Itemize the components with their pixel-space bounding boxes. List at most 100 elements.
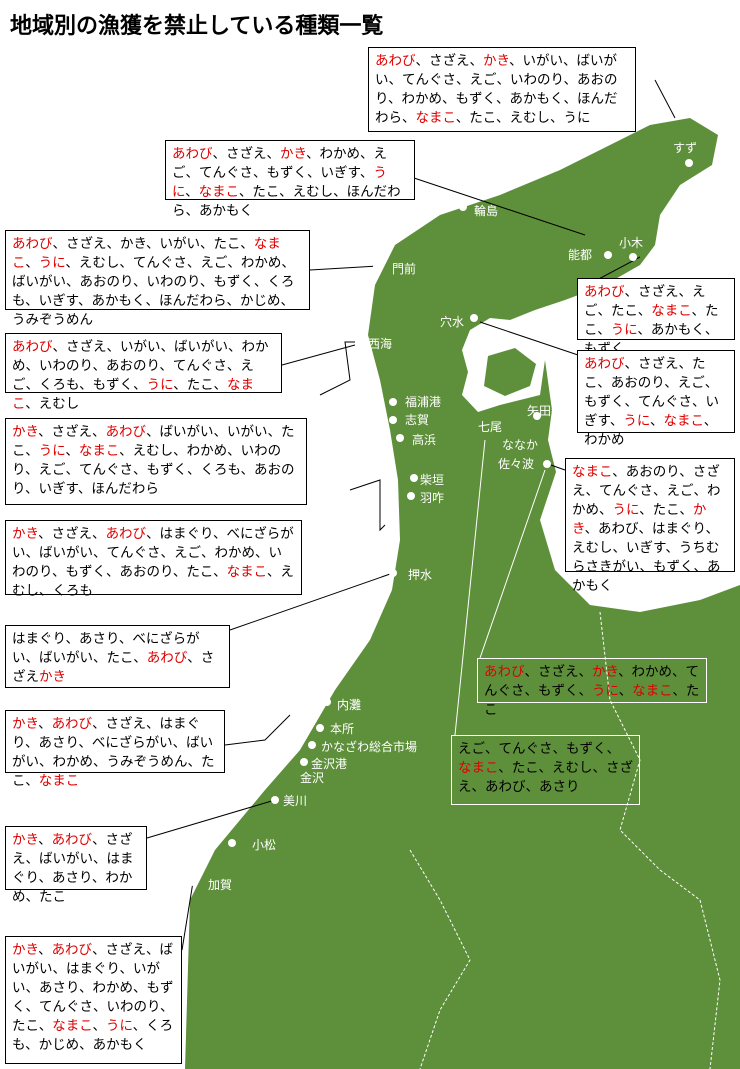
species-highlight: あわび [484,664,525,679]
species-highlight: うに [172,165,387,199]
species-box: あわび、さざえ、えご、たこ、なまこ、たこ、うに、あかもく、もずく [577,278,735,356]
place-dot [323,698,331,706]
species-box: かき、さざえ、あわび、ばいがい、いがい、たこ、うに、なまこ、えむし、わかめ、いわ… [5,418,307,505]
species-text: 、さざえ、ばいがい、はまぐり、あさり、わかめ、たこ [12,832,134,904]
species-box: なまこ、あおのり、さざえ、てんぐさ、えご、わかめ、うに、たこ、かき、あわび、はま… [565,458,735,593]
species-text: 、 [38,942,52,957]
species-highlight: なまこ [38,773,80,788]
species-text: 、 [38,832,52,847]
place-label: 柴垣 [420,473,445,487]
species-text: 、はまぐり、べにざらがい、ばいがい、てんぐさ、えご、わかめ、いわのり、もずく、あ… [12,526,294,579]
species-highlight: あわび [51,716,93,731]
species-highlight: かき [39,669,66,684]
species-highlight: あわび [584,284,625,299]
species-text: 、さざえ、ばいがい、はまぐり、いがい、あさり、わかめ、もずく、てんぐさ、いわのり… [12,942,174,1033]
species-text: 、えむし、てんぐさ、えご、わかめ、ばいがい、あおのり、いわのり、もずく、くろも、… [12,255,295,327]
species-highlight: なまこ [52,1018,93,1033]
place-label: 佐々波 [498,457,535,471]
place-dot [533,412,541,420]
place-dot [396,434,404,442]
species-text: 、 [185,184,199,199]
place-label: 金沢 [300,771,325,785]
species-text: 、さざえ、たこ、あおのり、えご、もずく、てんぐさ、いぎす、 [584,356,719,428]
species-highlight: うに [38,443,66,458]
place-label: 輪島 [474,204,499,218]
species-box: かき、あわび、さざえ、ばいがい、はまぐり、いがい、あさり、わかめ、もずく、てんぐ… [5,936,182,1064]
place-label: 小木 [619,236,644,250]
place-label: 矢田新 [527,404,564,418]
species-highlight: なまこ [78,443,120,458]
species-highlight: なまこ [226,564,267,579]
species-highlight: うに [105,1018,133,1033]
place-label: 志賀 [405,413,430,427]
species-highlight: なまこ [651,303,692,318]
species-text: はまぐり、あさり、べにざらがい、ばいがい、たこ、 [12,631,200,665]
species-text: えご、てんぐさ、もずく、 [458,741,620,756]
species-text: 、たこ、えむし、うに [455,110,591,125]
species-box: あわび、さざえ、かき、いがい、たこ、なまこ、うに、えむし、てんぐさ、えご、わかめ… [5,230,310,327]
species-highlight: なまこ [12,236,281,270]
species-highlight: なまこ [415,110,456,125]
place-dot [228,839,236,847]
species-highlight: あわび [12,339,53,354]
place-dot [373,263,381,271]
place-dot [389,398,397,406]
title: 地域別の漁獲を禁止している種類一覧 [10,14,384,39]
species-text: 、たこ、えむし、ほんだわら、あかもく [172,184,401,218]
place-dot [685,159,693,167]
species-text: 、さざえ、いがい、ばいがい、わかめ、いわのり、あおのり、てんぐさ、えご、くろも、… [12,339,269,392]
place-label: 美川 [283,794,308,808]
species-highlight: かき [12,942,39,957]
place-dot [271,796,279,804]
place-label: 穴水 [440,315,465,329]
species-box: かき、さざえ、あわび、はまぐり、べにざらがい、ばいがい、てんぐさ、えご、わかめ、… [5,520,302,598]
species-highlight: なまこ [632,683,673,698]
species-box: かき、あわび、さざえ、ばいがい、はまぐり、あさり、わかめ、たこ [5,826,147,904]
place-label: 羽咋 [420,491,445,505]
place-dot [189,878,197,886]
place-label: かなざわ総合市場 [321,740,418,754]
species-box: あわび、さざえ、かき、わかめ、てんぐさ、もずく、うに、なまこ、たこ [477,658,707,717]
species-highlight: あわび [172,146,213,161]
species-highlight: かき [483,53,510,68]
species-box: かき、あわび、さざえ、はまぐり、あさり、べにざらがい、ばいがい、わかめ、うみぞう… [5,710,225,788]
species-highlight: かき [12,424,39,439]
species-text: 、たこ、 [173,377,227,392]
place-label: 能都 [568,248,593,262]
place-dot [410,474,418,482]
species-box: あわび、さざえ、たこ、あおのり、えご、もずく、てんぐさ、いぎす、うに、なまこ、わ… [577,350,735,447]
place-label: 押水 [408,568,433,582]
species-text: 、えむし、くろも [12,564,294,598]
place-dot [459,203,467,211]
species-text: 、わかめ、えご、てんぐさ、もずく、いぎす、 [172,146,388,180]
species-highlight: なまこ [572,464,613,479]
species-highlight: うに [612,502,640,517]
place-dot [470,314,478,322]
place-dot [604,251,612,259]
species-highlight: あわび [105,526,147,541]
species-text: 、たこ、 [584,303,719,337]
place-label: 小松 [252,838,277,852]
species-highlight: あわび [146,650,188,665]
species-highlight: なまこ [12,377,254,411]
place-label: 加賀 [208,878,233,892]
species-text: 、さざえ、 [38,424,106,439]
species-box: あわび、さざえ、かき、いがい、ばいがい、てんぐさ、えご、いわのり、あおのり、わか… [368,47,636,132]
species-text: 、たこ、えむし、さざえ、あわび、あさり [458,760,633,794]
species-highlight: かき [12,526,39,541]
species-highlight: かき [572,502,707,536]
species-highlight: うに [592,683,619,698]
place-dot [629,253,637,261]
place-dot [316,724,324,732]
species-highlight: うに [610,322,638,337]
species-highlight: かき [592,664,619,679]
species-text: 、 [92,1018,106,1033]
species-highlight: あわび [375,53,416,68]
place-dot [389,416,397,424]
boundary [409,611,721,1069]
leader-lines [146,79,676,951]
species-highlight: かき [280,146,307,161]
species-highlight: なまこ [663,413,704,428]
